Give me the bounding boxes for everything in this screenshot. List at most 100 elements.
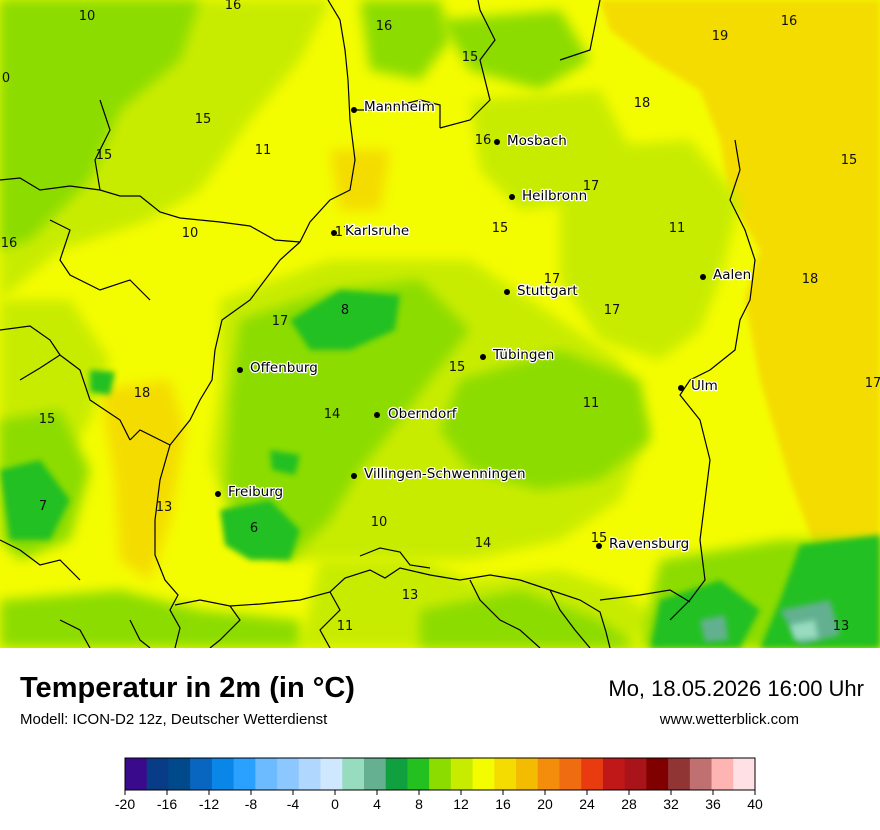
city-oberndorf[interactable]: Oberndorf (374, 405, 459, 423)
city-mosbach[interactable]: Mosbach (494, 132, 568, 150)
legend-swatch (646, 758, 669, 790)
legend-tick-label: 36 (705, 796, 721, 812)
city-tuebingen[interactable]: Tübingen (480, 346, 556, 364)
legend-tick-label: 20 (537, 796, 553, 812)
temp-label: 15 (96, 148, 113, 163)
legend-swatch (516, 758, 539, 790)
legend-swatch (537, 758, 560, 790)
website-link[interactable]: www.wetterblick.com (659, 711, 799, 728)
temp-label: 10 (371, 515, 388, 530)
svg-text:Villingen-Schwenningen: Villingen-Schwenningen (364, 466, 526, 482)
temp-label: 14 (324, 407, 341, 422)
temp-label: 16 (781, 14, 798, 29)
temp-label: 15 (195, 112, 212, 127)
temp-label: 18 (134, 386, 151, 401)
legend-swatch (733, 758, 756, 790)
legend-swatch (277, 758, 300, 790)
svg-text:Karlsruhe: Karlsruhe (345, 223, 409, 239)
temp-label: 15 (462, 50, 479, 65)
temp-label: 7 (39, 499, 47, 514)
temp-label: 18 (802, 272, 819, 287)
city-offenburg[interactable]: Offenburg (237, 359, 319, 377)
temp-label: 17 (604, 303, 621, 318)
legend-swatch (211, 758, 235, 790)
temp-label: 16 (1, 236, 18, 251)
temperature-field (0, 0, 880, 648)
legend-swatch (429, 758, 452, 790)
legend-swatch (602, 758, 626, 790)
temp-label: 17 (544, 272, 561, 287)
svg-text:Mannheim: Mannheim (364, 99, 435, 115)
temp-label: 0 (2, 71, 10, 86)
svg-text:Aalen: Aalen (713, 267, 751, 283)
legend-swatch (233, 758, 256, 790)
temp-label: 15 (449, 360, 466, 375)
temp-label: 15 (492, 221, 509, 236)
temp-label: 15 (39, 412, 56, 427)
forecast-datetime: Mo, 18.05.2026 16:00 Uhr (608, 676, 864, 701)
legend-swatch (581, 758, 604, 790)
svg-text:Stuttgart: Stuttgart (517, 283, 578, 299)
city-aalen[interactable]: Aalen (700, 266, 752, 284)
svg-text:Offenburg: Offenburg (250, 360, 318, 376)
color-legend: -20 -16 -12 -8 -4 0 4 8 12 16 20 24 28 32 36 40 (115, 757, 763, 812)
city-villingen-schwenningen[interactable]: Villingen-Schwenningen (351, 465, 527, 483)
legend-tick-label: 32 (663, 796, 679, 812)
legend-tick-label: -20 (115, 796, 135, 812)
city-ravensburg[interactable]: Ravensburg (596, 535, 691, 553)
legend-swatch (168, 758, 191, 790)
legend-swatch (190, 758, 213, 790)
legend-tick-label: 40 (747, 796, 763, 812)
model-source: Modell: ICON-D2 12z, Deutscher Wetterdie… (20, 711, 328, 728)
svg-text:Mosbach: Mosbach (507, 133, 567, 149)
legend-swatch (320, 758, 343, 790)
legend-swatch (624, 758, 647, 790)
city-mannheim[interactable]: Mannheim (351, 98, 436, 116)
temp-label: 11 (669, 221, 686, 236)
city-markers: Mannheim Mosbach Heilbronn Karlsruhe Stu… (215, 98, 752, 553)
svg-text:Ulm: Ulm (691, 378, 718, 394)
temp-label: 18 (634, 96, 651, 111)
legend-swatch (494, 758, 517, 790)
legend-swatch (146, 758, 169, 790)
temp-label: 16 (475, 133, 492, 148)
map-title: Temperatur in 2m (in °C) (20, 672, 355, 704)
legend-swatch (385, 758, 408, 790)
temp-label: 8 (341, 303, 349, 318)
legend-tick-label: -4 (287, 796, 300, 812)
svg-text:Heilbronn: Heilbronn (522, 188, 587, 204)
svg-text:Freiburg: Freiburg (228, 484, 283, 500)
legend-swatch (472, 758, 495, 790)
temp-label: 10 (79, 9, 96, 24)
legend-swatch (689, 758, 712, 790)
city-stuttgart[interactable]: Stuttgart (504, 282, 579, 300)
temp-label: 11 (337, 619, 354, 634)
temp-label: 11 (583, 396, 600, 411)
legend-swatch (125, 758, 148, 790)
legend-swatch (559, 758, 582, 790)
city-ulm[interactable]: Ulm (678, 377, 719, 395)
city-freiburg[interactable]: Freiburg (215, 483, 284, 501)
legend-swatch (668, 758, 691, 790)
legend-swatch (407, 758, 430, 790)
legend-swatches (125, 758, 756, 790)
temp-label: 16 (376, 19, 393, 34)
temperature-map: 10 16 16 15 16 19 18 0 15 11 15 16 15 17… (0, 0, 880, 648)
temp-label: 17 (583, 179, 600, 194)
temp-label: 14 (475, 536, 492, 551)
temp-label: 13 (402, 588, 419, 603)
legend-swatch (298, 758, 321, 790)
temp-label: 15 (841, 153, 858, 168)
temp-label: 6 (250, 521, 258, 536)
city-karlsruhe[interactable]: Karlsruhe (331, 222, 410, 240)
legend-swatch (342, 758, 365, 790)
temp-label: 11 (255, 143, 272, 158)
legend-swatch (711, 758, 734, 790)
city-heilbronn[interactable]: Heilbronn (509, 187, 588, 205)
temp-label: 17 (865, 376, 880, 391)
legend-tick-label: -12 (199, 796, 219, 812)
legend-tick-label: 4 (373, 796, 381, 812)
legend-tick-label: -8 (245, 796, 258, 812)
temp-label: 13 (833, 619, 850, 634)
temp-label: 19 (712, 29, 729, 44)
